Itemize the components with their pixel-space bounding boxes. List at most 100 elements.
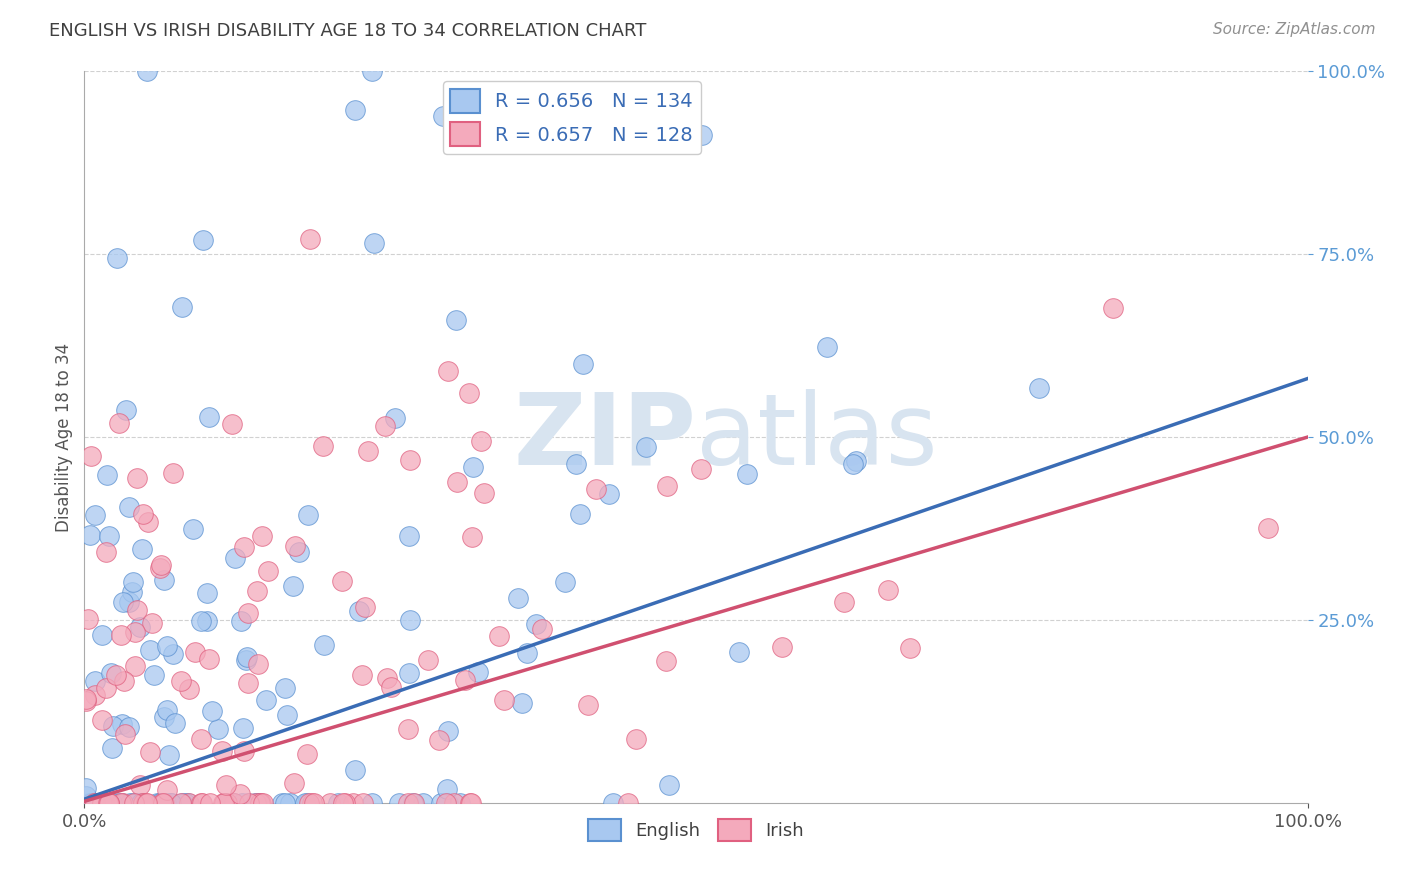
Point <box>160 796 183 810</box>
Point <box>304 796 326 810</box>
Point <box>201 704 224 718</box>
Point <box>298 796 321 810</box>
Point <box>396 722 419 736</box>
Point <box>236 606 259 620</box>
Point <box>80 796 103 810</box>
Point <box>516 646 538 660</box>
Point <box>155 703 177 717</box>
Point <box>131 541 153 556</box>
Point <box>446 475 468 489</box>
Point <box>249 796 271 810</box>
Point <box>107 251 129 265</box>
Point <box>252 796 274 810</box>
Point <box>361 796 384 810</box>
Point <box>349 604 371 618</box>
Point <box>80 449 103 463</box>
Point <box>75 789 97 803</box>
Point <box>86 796 108 810</box>
Point <box>229 614 252 628</box>
Point <box>238 796 260 810</box>
Point <box>79 528 101 542</box>
Text: Source: ZipAtlas.com: Source: ZipAtlas.com <box>1212 22 1375 37</box>
Point <box>690 128 713 143</box>
Point <box>508 591 530 605</box>
Point <box>124 624 146 639</box>
Point <box>107 417 129 431</box>
Point <box>295 796 318 810</box>
Point <box>458 796 481 810</box>
Point <box>354 600 377 615</box>
Point <box>530 623 553 637</box>
Point <box>564 457 586 471</box>
Point <box>112 595 135 609</box>
Point <box>299 232 322 246</box>
Point <box>728 645 751 659</box>
Point <box>101 719 124 733</box>
Point <box>297 508 319 522</box>
Point <box>429 733 451 747</box>
Point <box>118 595 141 609</box>
Point <box>398 529 420 543</box>
Point <box>107 796 129 810</box>
Point <box>94 545 117 559</box>
Point <box>83 673 105 688</box>
Point <box>297 747 319 762</box>
Point <box>181 522 204 536</box>
Point <box>246 796 269 810</box>
Point <box>94 796 117 810</box>
Point <box>617 796 640 810</box>
Point <box>132 796 155 810</box>
Point <box>195 614 218 628</box>
Point <box>460 796 482 810</box>
Point <box>815 340 838 354</box>
Point <box>90 796 112 810</box>
Point <box>250 796 273 810</box>
Point <box>191 796 214 810</box>
Point <box>312 638 335 652</box>
Point <box>98 796 121 810</box>
Point <box>254 692 277 706</box>
Point <box>221 417 243 432</box>
Point <box>845 454 868 468</box>
Point <box>155 796 177 810</box>
Point <box>170 674 193 689</box>
Point <box>198 409 221 424</box>
Point <box>333 796 356 810</box>
Point <box>245 796 267 810</box>
Point <box>436 781 458 796</box>
Point <box>76 612 98 626</box>
Point <box>84 796 107 810</box>
Point <box>350 668 373 682</box>
Point <box>128 620 150 634</box>
Point <box>388 796 411 810</box>
Point <box>83 688 105 702</box>
Point <box>252 529 274 543</box>
Point <box>110 796 132 810</box>
Point <box>101 740 124 755</box>
Point <box>357 444 380 458</box>
Point <box>91 796 114 810</box>
Point <box>190 796 212 810</box>
Point <box>156 639 179 653</box>
Point <box>190 614 212 628</box>
Point <box>454 673 477 688</box>
Point <box>153 709 176 723</box>
Point <box>132 507 155 521</box>
Point <box>177 682 200 697</box>
Point <box>149 796 172 810</box>
Point <box>138 745 160 759</box>
Point <box>104 668 127 682</box>
Point <box>474 486 496 500</box>
Point <box>190 731 212 746</box>
Point <box>436 364 458 378</box>
Point <box>832 595 855 609</box>
Point <box>98 528 121 542</box>
Point <box>247 796 270 810</box>
Point <box>136 796 159 810</box>
Point <box>224 551 246 566</box>
Point <box>488 629 510 643</box>
Point <box>114 726 136 740</box>
Point <box>437 724 460 739</box>
Point <box>212 796 235 810</box>
Point <box>125 796 148 810</box>
